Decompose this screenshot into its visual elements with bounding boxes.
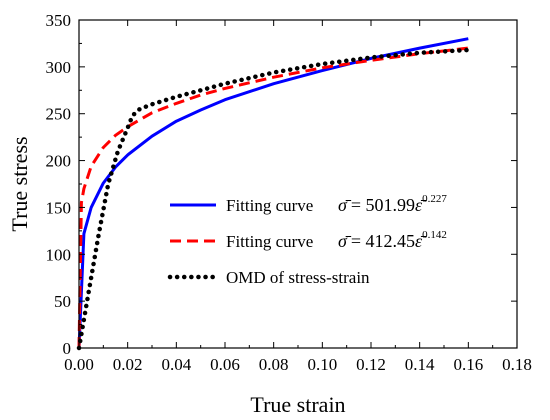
x-tick-label: 0.10 — [307, 355, 337, 374]
x-axis-title: True strain — [250, 392, 345, 417]
legend: Fitting curve σ̄ = 501.99ε̄0.227 Fitting cu… — [167, 193, 447, 287]
legend-label-2: Fitting curve — [226, 232, 313, 251]
axes: 0.00 0.02 0.04 0.06 0.08 0.10 0.12 0.14 0.16 0.18… — [46, 11, 532, 374]
x-tick-label: 0.00 — [64, 355, 94, 374]
x-tick-label: 0.06 — [210, 355, 240, 374]
series-line-2 — [77, 46, 469, 349]
y-tick-label: 350 — [46, 11, 72, 30]
plot-area — [76, 37, 471, 351]
legend-label-3: OMD of stress-strain — [226, 268, 370, 287]
series-line-3 — [76, 47, 471, 351]
y-tick-label: 250 — [46, 105, 72, 124]
x-tick-label: 0.04 — [161, 355, 191, 374]
y-tick-label: 150 — [46, 198, 72, 217]
y-axis-title: True stress — [7, 136, 32, 231]
x-tick-label: 0.08 — [259, 355, 289, 374]
x-tick-label: 0.02 — [113, 355, 143, 374]
series-line-1 — [77, 37, 469, 349]
y-tick-label: 300 — [46, 58, 72, 77]
x-tick-label: 0.14 — [405, 355, 435, 374]
y-tick-label: 0 — [63, 339, 72, 358]
legend-label-1: Fitting curve — [226, 196, 313, 215]
x-tick-label: 0.16 — [453, 355, 483, 374]
y-tick-label: 200 — [46, 152, 72, 171]
legend-equation-1: σ̄ = 501.99ε̄0.227 — [338, 193, 447, 215]
y-tick-label: 100 — [46, 245, 72, 264]
x-tick-label: 0.12 — [356, 355, 386, 374]
x-tick-label: 0.18 — [502, 355, 532, 374]
y-tick-label: 50 — [54, 292, 71, 311]
legend-equation-2: σ̄ = 412.45ε̄0.142 — [338, 229, 447, 251]
